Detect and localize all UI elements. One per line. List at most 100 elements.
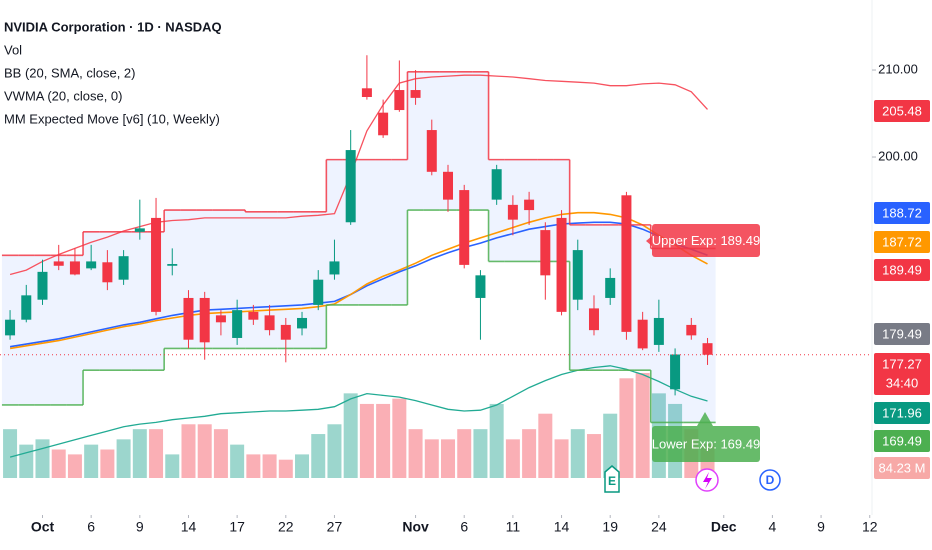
x-tick-label: 9 [136,519,144,535]
x-tick-label: 19 [602,519,618,535]
candle-body [524,199,535,211]
average-line [9,211,708,350]
price-tag-label: 187.72 [882,234,922,249]
candle-body [118,256,129,280]
x-tick-label: 11 [506,519,521,535]
candle-body [621,195,632,332]
price-tag [874,231,930,253]
price-tag [874,402,930,424]
candle-body [53,261,64,266]
candle-body [232,310,243,338]
candle-body [588,308,599,331]
candle-body [556,217,567,312]
indicator-label: Vol [4,42,22,57]
x-tick-label: 24 [651,519,667,535]
price-tag [874,323,930,345]
volume-bar [246,454,261,478]
volume-bar [35,439,50,478]
chart-title: NVIDIA Corporation · 1D · NASDAQ [4,19,222,34]
volume-bar [230,444,245,478]
volume-bar [408,429,423,478]
candle-body [443,171,454,200]
candle-body [702,343,713,355]
candle-body [410,90,421,98]
event-icon-bolt [703,472,712,489]
volume-bar [19,444,34,478]
price-tag-label: 205.48 [882,103,922,118]
candle-body [459,190,470,265]
volume-bar [213,429,228,478]
volume-bar [84,444,99,478]
annotation-label: Upper Exp: 189.49 [652,233,760,248]
annotation-box [652,224,760,257]
candle-body [378,112,389,136]
candle-body [394,90,405,111]
volume-bar [262,454,277,478]
candle-body [5,319,16,336]
volume-bar [165,454,180,478]
marker-label: D [766,473,775,487]
x-tick-label: 17 [229,519,245,535]
volume-bar [473,429,488,478]
volume-bar [278,459,293,478]
x-tick-label: Oct [31,519,55,535]
marker-badge [604,465,620,493]
indicator-label: MM Expected Move [v6] (10, Weekly) [4,111,220,126]
expected-move-fill [1,71,716,423]
countdown: 34:40 [886,375,919,390]
volume-bar [100,449,115,478]
candle-body [653,317,664,345]
x-tick-label: 4 [769,519,777,535]
marker-label: E [608,474,616,488]
x-tick-label: Dec [711,519,737,535]
x-tick-label: 6 [460,519,468,535]
candle-body [167,264,178,266]
candle-body [491,169,502,200]
volume-bar [441,439,456,478]
volume-bar [149,429,164,478]
candle-body [670,354,681,390]
volume-bar [51,449,66,478]
price-tag [874,100,930,122]
volume-bar [570,429,585,478]
candle-body [426,130,437,172]
x-tick-label: 14 [181,519,197,535]
bollinger-line [9,74,708,276]
y-tick-label: 200.00 [878,148,918,163]
volume-bar [327,424,342,478]
candle-body [686,324,697,336]
volume-bar [457,429,472,478]
volume-bar [359,403,374,478]
price-tag-label: 188.72 [882,205,922,220]
x-tick-label: 14 [554,519,570,535]
candle-body [69,261,80,275]
volume-bar [197,424,212,478]
candle-body [329,261,340,275]
candle-body [297,317,308,329]
candle-body [345,150,356,223]
price-tag [874,430,930,452]
volume-bar [343,393,358,478]
price-tag-label: 84.23 M [879,460,926,475]
annotation-label: Lower Exp: 169.49 [652,436,760,451]
annotation-pointer [697,412,713,426]
candle-body [605,277,616,298]
volume-bar [392,398,407,478]
volume-bar [586,434,601,478]
volume-bar [554,439,569,478]
x-tick-label: 12 [862,519,878,535]
price-tag [874,259,930,281]
volume-bar [538,413,553,478]
price-tag [874,457,930,479]
candle-body [102,262,113,283]
volume-bar [619,378,634,478]
x-tick-label: Nov [402,519,429,535]
candle-body [637,319,648,349]
volume-bar [424,439,439,478]
volume-bar [67,454,82,478]
volume-bar [116,439,131,478]
volume-bar [3,429,18,478]
volume-bar [132,429,147,478]
